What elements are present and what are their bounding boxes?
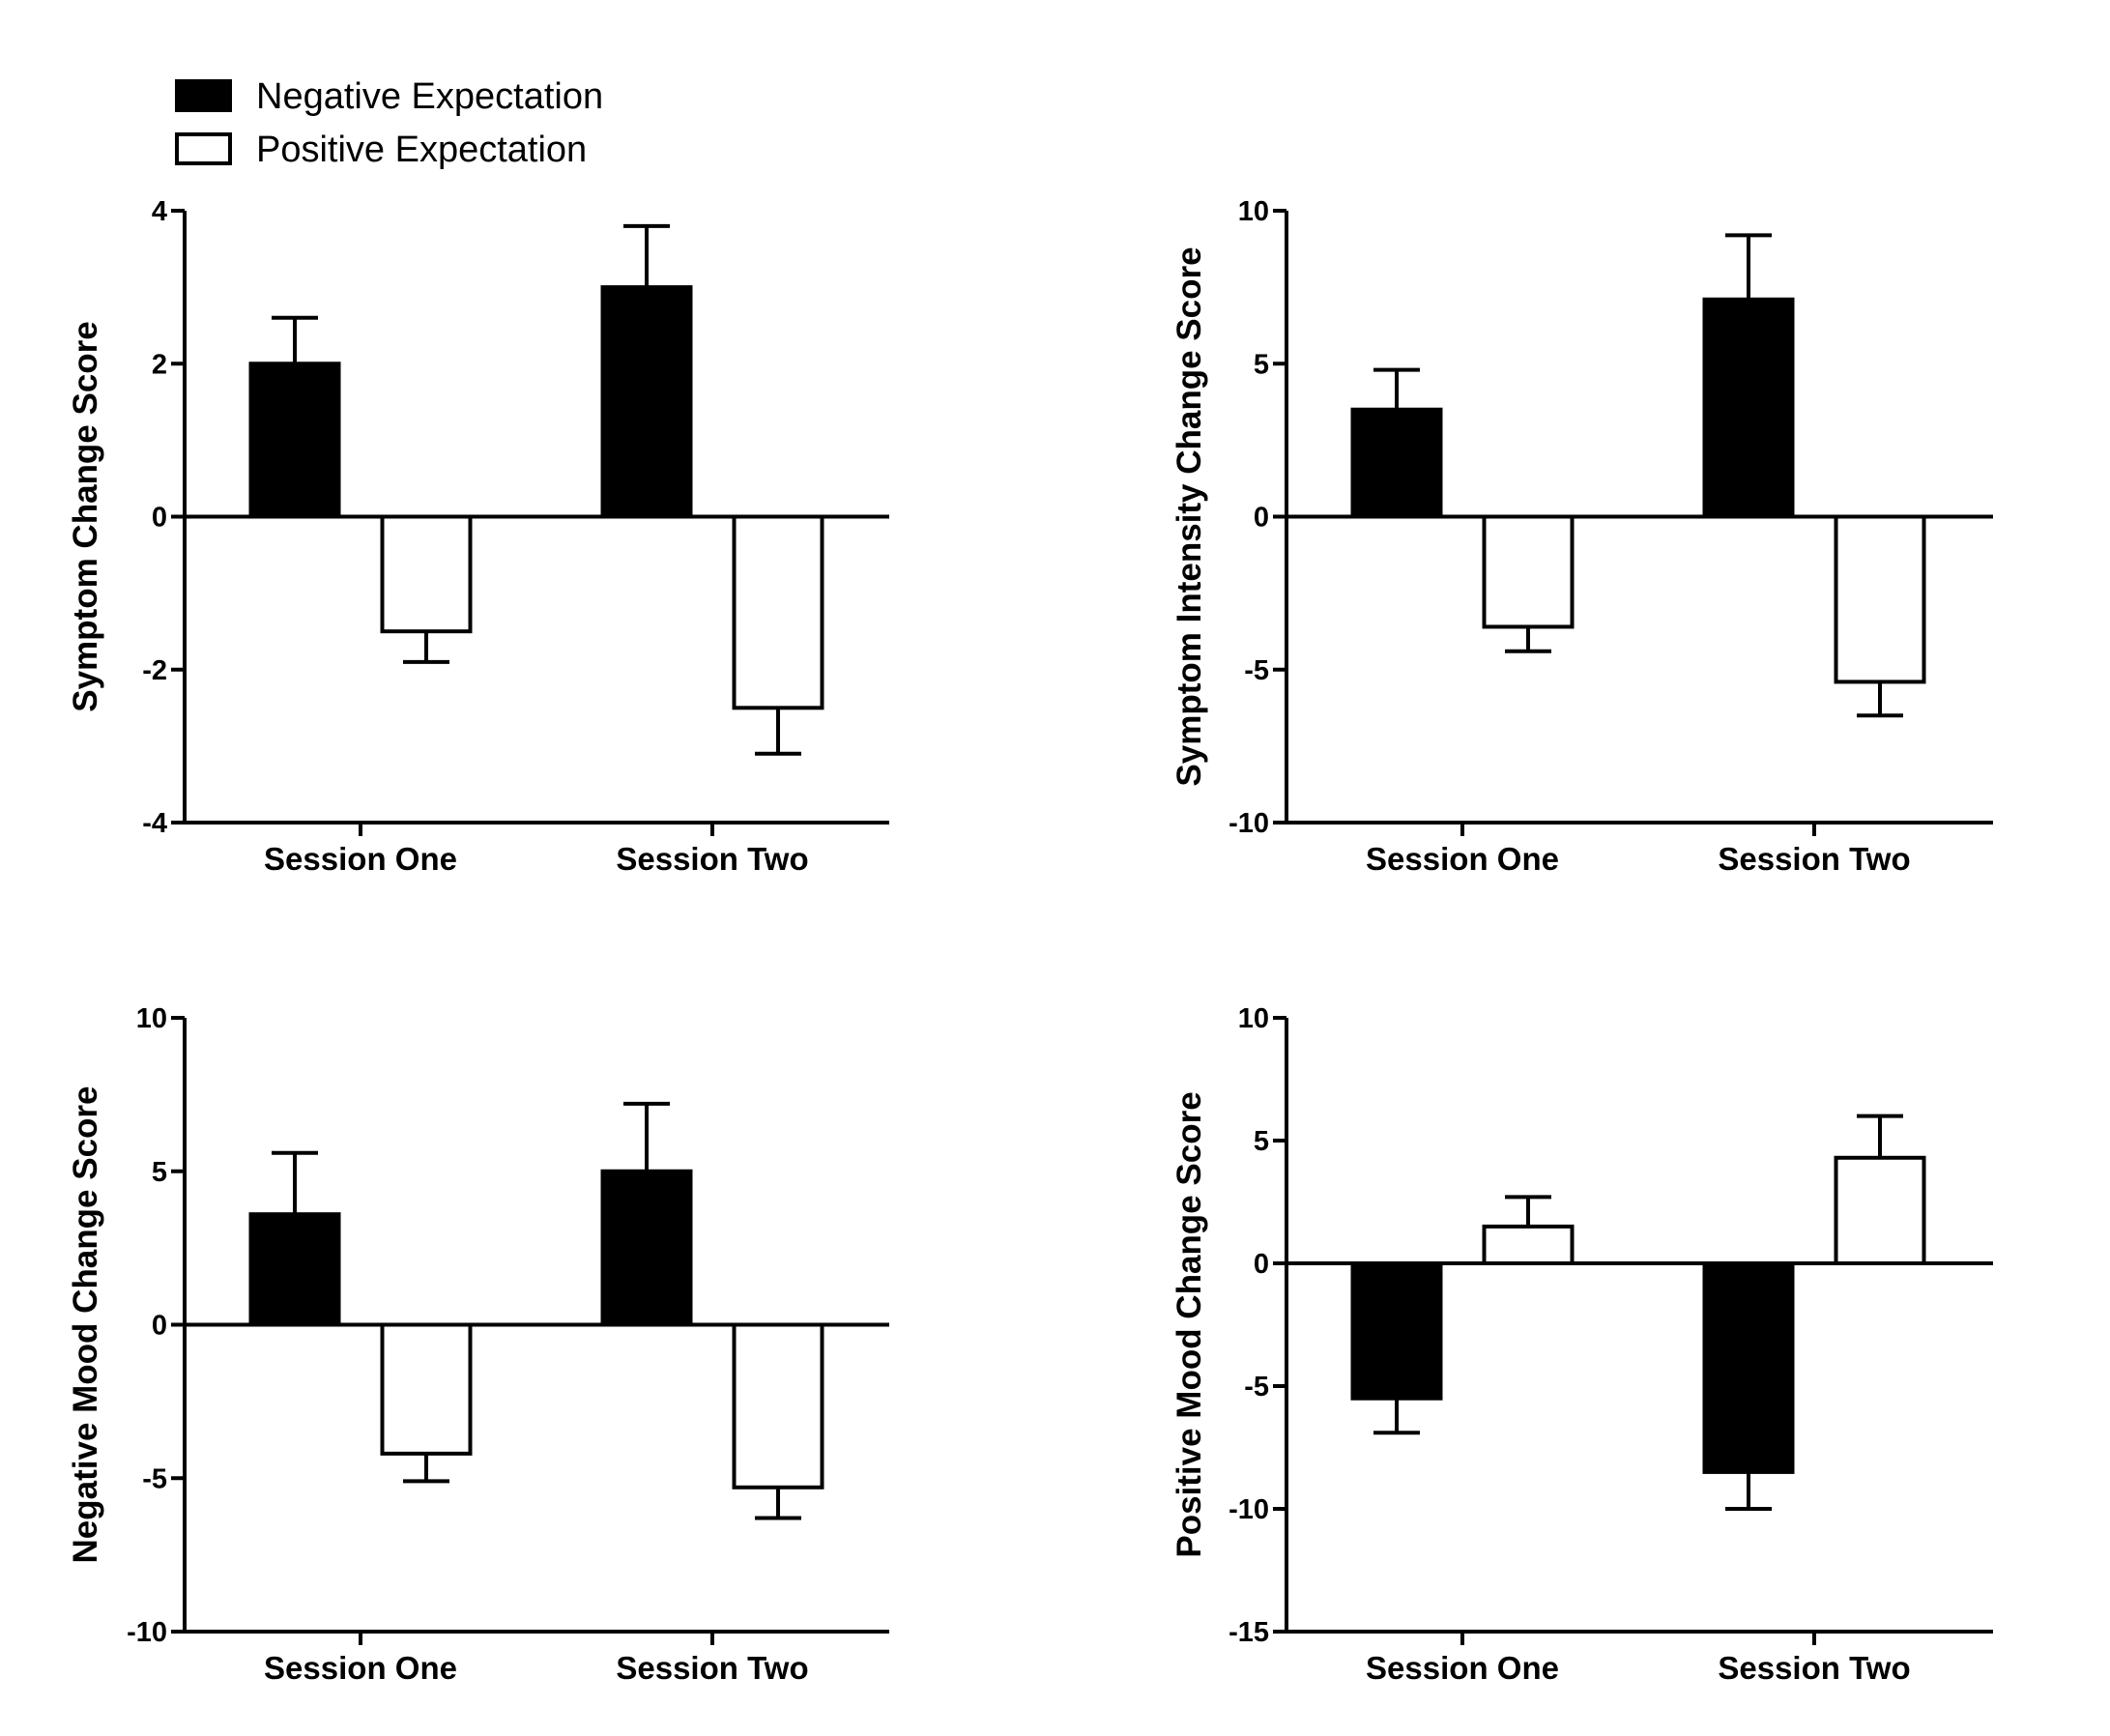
y-tick-label: 0: [1254, 1249, 1269, 1280]
x-tick-label: Session One: [264, 841, 457, 877]
y-tick-label: -2: [142, 655, 167, 686]
bar: [1834, 1155, 1926, 1266]
y-tick-label: 4: [152, 196, 167, 227]
y-tick-label: 10: [1238, 196, 1269, 227]
bar: [600, 285, 693, 519]
y-tick-label: -10: [1228, 1494, 1269, 1525]
y-tick-label: -5: [1244, 655, 1269, 686]
x-tick-label: Session Two: [616, 841, 808, 877]
bar: [380, 1322, 473, 1456]
y-tick-label: 5: [152, 1157, 167, 1188]
y-tick-label: 10: [1238, 1003, 1269, 1034]
panel-symptom-change: 4 2 0 -2 -4 Session One Session Two Symptom Cha…: [67, 196, 889, 877]
bar: [248, 1212, 341, 1327]
y-tick-label: -15: [1228, 1617, 1269, 1648]
panel-symptom-intensity-change: 10 5 0 -5 -10 Session One Session Two Symptom I…: [1171, 196, 1993, 877]
bar: [732, 1322, 824, 1490]
legend-swatch-negative: [175, 79, 232, 112]
y-tick-label: -4: [142, 808, 167, 839]
y-tick-label: -10: [127, 1617, 167, 1648]
bar: [1482, 514, 1575, 629]
y-axis-title: Positive Mood Change Score: [1171, 1091, 1208, 1557]
x-tick-label: Session Two: [616, 1650, 808, 1686]
y-tick-label: 5: [1254, 349, 1269, 380]
bar: [1482, 1224, 1575, 1266]
y-tick-label: 10: [136, 1003, 167, 1034]
y-tick-label: -5: [1244, 1372, 1269, 1403]
panel-negative-mood-change: 10 5 0 -5 -10 Session One Session Two Negative …: [67, 1003, 889, 1686]
legend-swatch-positive: [175, 132, 232, 165]
bar: [248, 362, 341, 519]
legend: Negative Expectation Positive Expectatio…: [175, 76, 603, 170]
y-tick-label: 2: [152, 349, 167, 380]
legend-label-positive: Positive Expectation: [256, 130, 587, 170]
bar: [1350, 1261, 1443, 1401]
x-tick-label: Session One: [264, 1650, 457, 1686]
y-tick-label: 0: [152, 503, 167, 534]
x-tick-label: Session One: [1366, 841, 1559, 877]
y-tick-label: 5: [1254, 1126, 1269, 1157]
y-axis-title: Negative Mood Change Score: [67, 1086, 104, 1564]
bar: [1834, 514, 1926, 684]
bar: [1702, 297, 1795, 519]
bar: [1350, 407, 1443, 519]
y-axis-title: Symptom Intensity Change Score: [1171, 246, 1208, 786]
bar: [600, 1169, 693, 1327]
y-tick-label: 0: [1254, 503, 1269, 534]
x-tick-label: Session Two: [1718, 841, 1910, 877]
y-tick-label: 0: [152, 1311, 167, 1342]
y-axis-title: Symptom Change Score: [67, 321, 104, 712]
y-tick-label: -5: [142, 1463, 167, 1494]
bar: [732, 514, 824, 710]
panel-positive-mood-change: 10 5 0 -5 -10 -15 Session One Session Two Positi…: [1171, 1003, 1993, 1686]
bar: [380, 514, 473, 634]
y-tick-label: -10: [1228, 808, 1269, 839]
x-tick-label: Session Two: [1718, 1650, 1910, 1686]
x-tick-label: Session One: [1366, 1650, 1559, 1686]
bar: [1702, 1261, 1795, 1474]
legend-label-negative: Negative Expectation: [256, 76, 603, 117]
